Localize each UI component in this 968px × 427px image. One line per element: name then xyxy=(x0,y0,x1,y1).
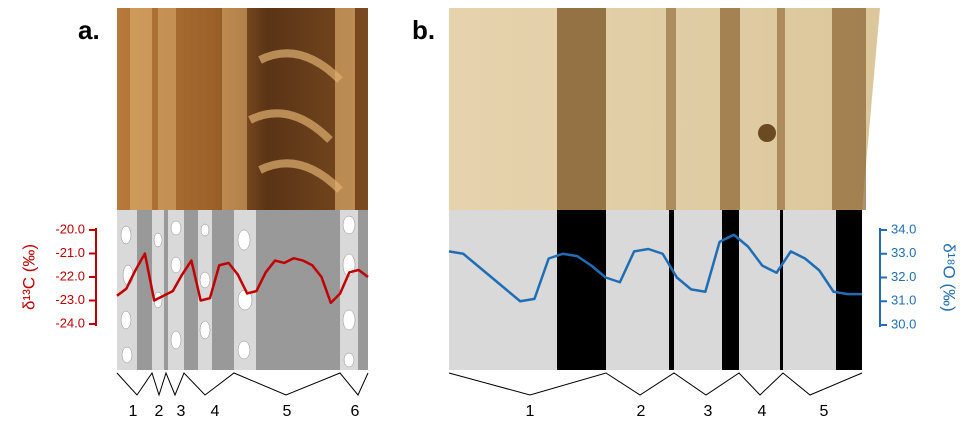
ring-bands-b xyxy=(449,210,862,370)
y-tick-label: -21.0 xyxy=(55,245,85,260)
panel-label: a. xyxy=(78,15,100,45)
y-tick-label: 30.0 xyxy=(891,316,916,331)
ring-label: 2 xyxy=(637,403,646,420)
y-tick-label: 34.0 xyxy=(891,221,916,236)
y-tick-label: -23.0 xyxy=(55,292,85,307)
ring-label: 1 xyxy=(526,403,535,420)
panel-label: b. xyxy=(412,15,435,45)
ring-label: 3 xyxy=(704,403,713,420)
wood-photo-b xyxy=(449,8,880,210)
y-tick-label: 33.0 xyxy=(891,245,916,260)
ring-label: 5 xyxy=(283,403,292,420)
y-tick-label: 32.0 xyxy=(891,269,916,284)
wood-photo-a xyxy=(117,8,368,210)
ring-bands-a xyxy=(117,210,368,370)
y-tick-label: 31.0 xyxy=(891,293,916,308)
ring-label: 1 xyxy=(129,403,138,420)
ring-brackets xyxy=(117,373,862,395)
y-tick-label: -22.0 xyxy=(55,268,85,283)
ring-label: 6 xyxy=(351,403,360,420)
y-axis-label: δ¹⁸O (‰) xyxy=(940,243,959,312)
y-axis-label: δ¹³C (‰) xyxy=(19,244,38,310)
ring-label: 2 xyxy=(155,403,164,420)
ring-label: 4 xyxy=(758,403,767,420)
ring-label: 5 xyxy=(820,403,829,420)
y-tick-label: -24.0 xyxy=(55,315,85,330)
ring-label: 3 xyxy=(177,403,186,420)
ring-label: 4 xyxy=(211,403,220,420)
figure: -20.0-21.0-22.0-23.0-24.0δ¹³C (‰)a.12345… xyxy=(0,0,968,427)
y-tick-label: -20.0 xyxy=(55,221,85,236)
